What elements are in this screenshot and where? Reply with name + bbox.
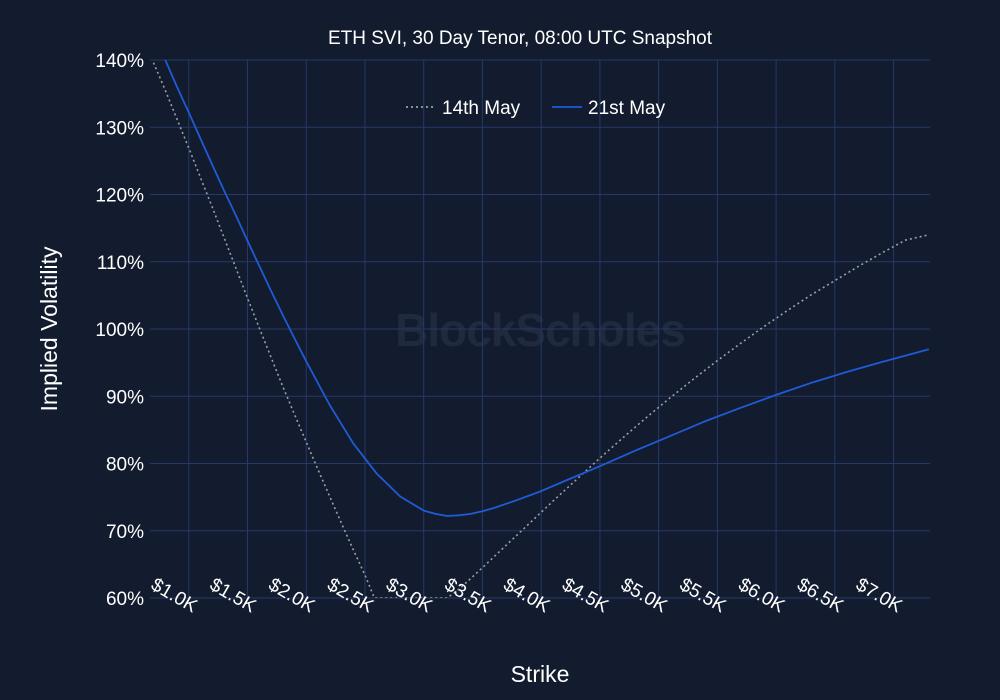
x-axis-title: Strike xyxy=(511,661,570,687)
y-tick-label: 70% xyxy=(106,522,144,543)
x-tick-label: $4.5K xyxy=(558,574,612,617)
y-tick-labels: 60% 70% 80% 90% 100% 110% 120% 130% 140% xyxy=(95,51,144,610)
y-tick-label: 120% xyxy=(95,186,144,207)
x-tick-label: $3.5K xyxy=(441,574,495,617)
y-tick-label: 80% xyxy=(106,455,144,476)
x-tick-labels: $1.0K $1.5K $2.0K $2.5K $3.0K $3.5K $4.0K $4.5K… xyxy=(147,574,906,617)
x-tick-label: $6.0K xyxy=(735,574,789,617)
series-lines xyxy=(152,60,930,598)
y-tick-label: 90% xyxy=(106,387,144,408)
series-line-14th-may xyxy=(152,62,929,598)
y-tick-label: 140% xyxy=(95,51,144,72)
x-tick-label: $2.5K xyxy=(323,574,377,617)
y-tick-label: 110% xyxy=(97,253,144,274)
x-tick-label: $4.0K xyxy=(500,574,554,617)
x-tick-label: $1.0K xyxy=(147,574,201,617)
x-tick-label: $7.0K xyxy=(852,574,906,617)
legend: 14th May 21st May xyxy=(406,98,666,119)
legend-label: 21st May xyxy=(588,98,666,119)
y-tick-label: 100% xyxy=(95,320,144,341)
x-tick-label: $3.0K xyxy=(382,574,436,617)
y-tick-label: 130% xyxy=(95,118,144,139)
y-tick-label: 60% xyxy=(106,589,144,610)
chart-title: ETH SVI, 30 Day Tenor, 08:00 UTC Snapsho… xyxy=(328,28,713,49)
x-tick-label: $5.0K xyxy=(617,574,671,617)
watermark-text: BlockScholes xyxy=(395,304,685,356)
legend-label: 14th May xyxy=(442,98,521,119)
x-tick-label: $1.5K xyxy=(206,574,260,617)
grid-lines xyxy=(150,59,930,599)
x-tick-label: $5.5K xyxy=(676,574,730,617)
x-tick-label: $2.0K xyxy=(265,574,319,617)
y-axis-title: Implied Volatility xyxy=(36,246,62,411)
series-line-21st-may xyxy=(164,60,930,517)
x-tick-label: $6.5K xyxy=(793,574,847,617)
